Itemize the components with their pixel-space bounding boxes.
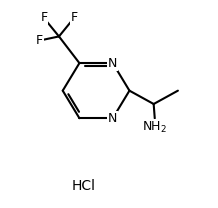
Text: NH$_2$: NH$_2$: [142, 120, 167, 135]
Text: F: F: [70, 11, 78, 25]
Text: N: N: [108, 57, 118, 70]
Text: F: F: [36, 34, 43, 47]
Text: HCl: HCl: [71, 179, 95, 193]
Text: N: N: [108, 112, 118, 125]
Text: F: F: [40, 11, 48, 25]
